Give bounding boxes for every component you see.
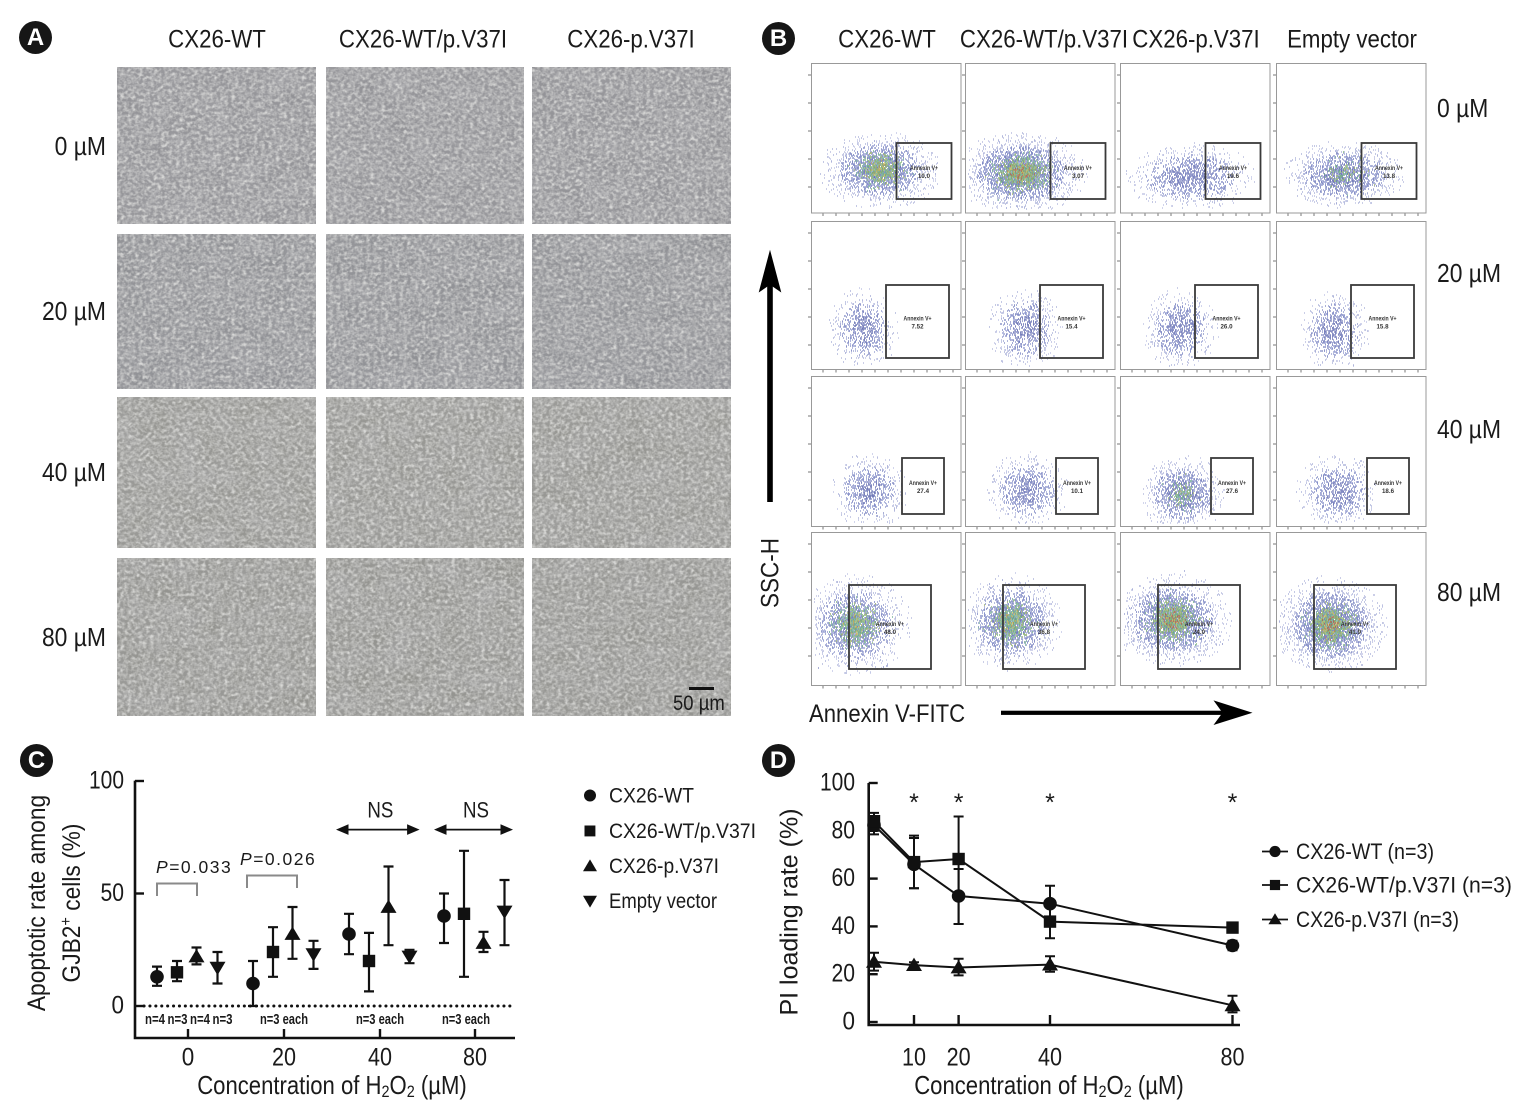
- svg-text:Annexin V+: Annexin V+: [1218, 480, 1246, 487]
- svg-text:20: 20: [272, 1045, 296, 1072]
- svg-text:80: 80: [832, 817, 856, 844]
- svg-text:100: 100: [820, 770, 855, 797]
- svg-text:7.52: 7.52: [912, 324, 925, 331]
- svg-text:10: 10: [902, 1045, 926, 1072]
- svg-text:*: *: [954, 789, 964, 817]
- svg-text:n=3: n=3: [213, 1012, 233, 1028]
- svg-text:27.4: 27.4: [917, 488, 930, 495]
- svg-text:27.6: 27.6: [1226, 488, 1239, 495]
- svg-text:n=3: n=3: [168, 1012, 188, 1028]
- svg-text:80: 80: [1221, 1045, 1245, 1072]
- svg-text:n=3 each: n=3 each: [356, 1012, 404, 1028]
- svg-text:15.4: 15.4: [1066, 324, 1079, 331]
- svg-text:CX26-p.V37I (n=3): CX26-p.V37I (n=3): [1296, 907, 1459, 932]
- svg-text:40: 40: [368, 1045, 392, 1072]
- svg-text:Annexin V+: Annexin V+: [1374, 480, 1402, 487]
- svg-text:10.1: 10.1: [1071, 488, 1084, 495]
- svg-text:40: 40: [832, 913, 856, 940]
- svg-text:n=3 each: n=3 each: [442, 1012, 490, 1028]
- svg-text:20: 20: [832, 961, 856, 988]
- svg-text:Annexin V+: Annexin V+: [1185, 621, 1213, 628]
- svg-text:60: 60: [832, 865, 856, 892]
- svg-text:*: *: [1045, 789, 1055, 817]
- svg-text:NS: NS: [367, 798, 393, 823]
- svg-text:NS: NS: [463, 798, 489, 823]
- svg-text:10.0: 10.0: [918, 173, 931, 180]
- svg-text:0: 0: [182, 1045, 195, 1072]
- svg-text:Annexin V+: Annexin V+: [1213, 316, 1241, 323]
- svg-text:19.6: 19.6: [1227, 173, 1240, 180]
- svg-text:CX26-WT: CX26-WT: [609, 784, 694, 808]
- svg-text:15.8: 15.8: [1377, 324, 1390, 331]
- svg-text:Annexin V+: Annexin V+: [1375, 165, 1403, 172]
- svg-text:48.0: 48.0: [884, 629, 897, 636]
- svg-text:*: *: [1228, 789, 1238, 817]
- svg-text:Empty vector: Empty vector: [609, 889, 717, 913]
- svg-text:Annexin V+: Annexin V+: [1219, 165, 1247, 172]
- svg-text:18.6: 18.6: [1382, 488, 1395, 495]
- svg-text:Annexin V+: Annexin V+: [910, 165, 938, 172]
- svg-text:100: 100: [89, 768, 124, 795]
- svg-text:n=4: n=4: [190, 1012, 210, 1028]
- svg-text:Annexin V+: Annexin V+: [904, 316, 932, 323]
- svg-text:Annexin V+: Annexin V+: [1341, 621, 1369, 628]
- svg-text:Annexin V+: Annexin V+: [1063, 480, 1091, 487]
- svg-text:CX26-WT/p.V37I: CX26-WT/p.V37I: [609, 819, 756, 843]
- svg-text:26.0: 26.0: [1221, 324, 1234, 331]
- svg-text:3.07: 3.07: [1072, 173, 1085, 180]
- svg-text:Annexin V+: Annexin V+: [1064, 165, 1092, 172]
- svg-text:20: 20: [947, 1045, 971, 1072]
- svg-text:CX26-WT/p.V37I (n=3): CX26-WT/p.V37I (n=3): [1296, 873, 1512, 898]
- svg-text:80: 80: [463, 1045, 487, 1072]
- svg-text:41.9: 41.9: [1349, 629, 1362, 636]
- svg-text:0: 0: [843, 1009, 856, 1036]
- svg-text:CX26-WT (n=3): CX26-WT (n=3): [1296, 839, 1434, 864]
- svg-text:24.0: 24.0: [1193, 629, 1206, 636]
- svg-text:13.8: 13.8: [1383, 173, 1396, 180]
- svg-text:36.8: 36.8: [1038, 629, 1051, 636]
- svg-text:n=4: n=4: [145, 1012, 165, 1028]
- svg-text:50: 50: [101, 880, 125, 907]
- svg-text:CX26-p.V37I: CX26-p.V37I: [609, 854, 719, 878]
- svg-text:Annexin V+: Annexin V+: [876, 621, 904, 628]
- svg-text:Annexin V+: Annexin V+: [1369, 316, 1397, 323]
- svg-text:0: 0: [112, 993, 125, 1020]
- svg-text:Annexin V+: Annexin V+: [909, 480, 937, 487]
- svg-text:Annexin V+: Annexin V+: [1058, 316, 1086, 323]
- svg-text:40: 40: [1038, 1045, 1062, 1072]
- svg-text:Annexin V+: Annexin V+: [1030, 621, 1058, 628]
- svg-text:n=3 each: n=3 each: [260, 1012, 308, 1028]
- svg-text:*: *: [909, 789, 919, 817]
